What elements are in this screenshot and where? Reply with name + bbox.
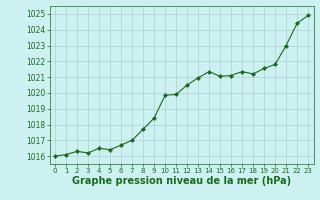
X-axis label: Graphe pression niveau de la mer (hPa): Graphe pression niveau de la mer (hPa) bbox=[72, 176, 291, 186]
